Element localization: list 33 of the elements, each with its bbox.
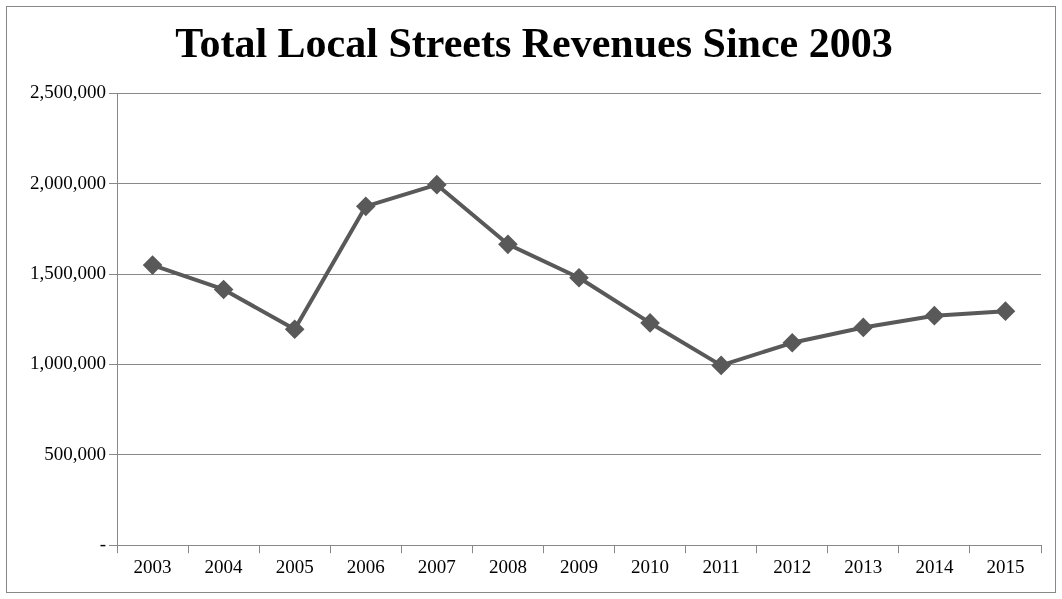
x-tick-label: 2008: [488, 555, 527, 577]
point: [854, 318, 873, 337]
x-tick-label: 2005: [275, 555, 314, 577]
y-tick-label: 500,000: [44, 442, 106, 464]
y-tick-label: -: [99, 533, 106, 555]
x-tick-label: 2013: [844, 555, 883, 577]
x-tick-label: 2011: [702, 555, 740, 577]
x-tick-label: 2007: [417, 555, 456, 577]
x-tick-label: 2010: [631, 555, 670, 577]
x-tick-label: 2003: [133, 555, 172, 577]
point: [214, 280, 233, 299]
x-tick-label: 2004: [204, 555, 244, 577]
point: [427, 175, 446, 194]
x-tick-label: 2009: [560, 555, 598, 577]
y-tick-label: 2,500,000: [30, 81, 106, 103]
point: [143, 256, 162, 275]
point: [285, 320, 304, 339]
point: [356, 197, 375, 216]
point: [712, 356, 731, 375]
point: [783, 333, 802, 352]
point: [570, 268, 588, 287]
point: [925, 306, 944, 325]
y-tick-label: 1,000,000: [30, 352, 106, 374]
x-tick-label: 2015: [986, 555, 1025, 577]
point: [498, 235, 517, 254]
point: [641, 313, 660, 332]
x-tick-label: 2006: [346, 555, 385, 577]
x-tick-label: 2012: [773, 555, 812, 577]
y-tick-label: 2,000,000: [30, 171, 106, 193]
x-tick-label: 2014: [915, 555, 954, 577]
y-tick-label: 1,500,000: [30, 262, 106, 284]
point: [996, 302, 1015, 321]
chart-title: Total Local Streets Revenues Since 2003: [175, 20, 893, 67]
